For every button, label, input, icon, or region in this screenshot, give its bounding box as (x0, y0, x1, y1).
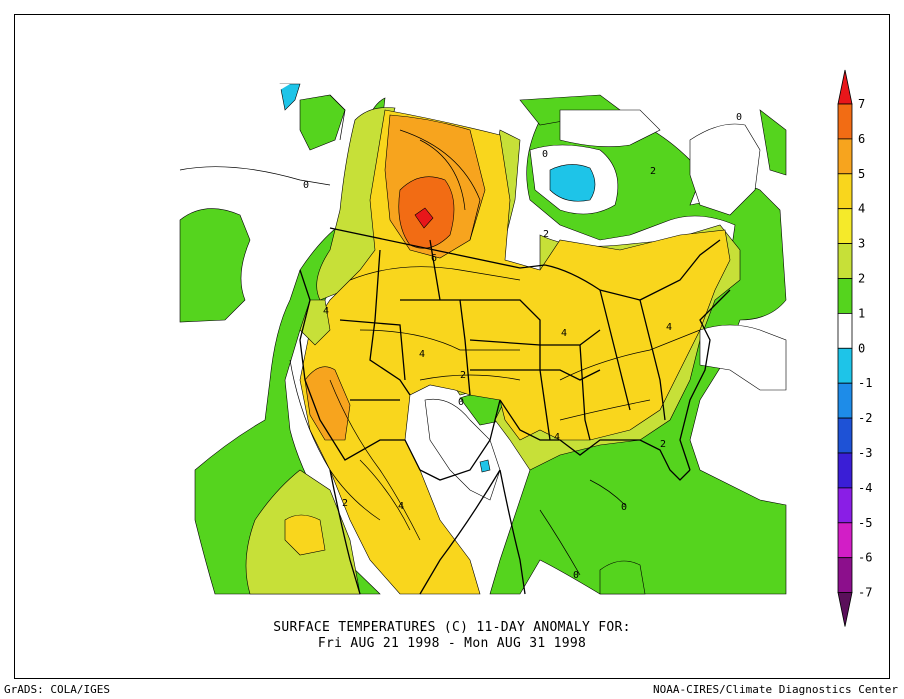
contour-label: 0 (542, 149, 548, 160)
contour-label: 0 (458, 397, 464, 408)
contour-label: 4 (554, 432, 560, 443)
colorbar-segment (837, 278, 853, 314)
color-legend: 7 6 5 4 3 2 1 0 -1 -2 -3 -4 -5 -6 -7 (837, 69, 872, 627)
colorbar-segment (837, 138, 853, 175)
colorbar-segment (837, 487, 853, 524)
contour-label: 4 (398, 501, 404, 512)
contour-label: 4 (419, 349, 425, 360)
contour-label: 0 (573, 570, 579, 581)
colorbar-segment (837, 522, 853, 559)
colorbar-segment (837, 557, 853, 594)
contour-label: 2 (460, 370, 466, 381)
colorbar-label: 2 (858, 272, 865, 286)
map-title-line1: SURFACE TEMPERATURES (C) 11-DAY ANOMALY … (273, 620, 631, 635)
map-title-line2: Fri AUG 21 1998 - Mon AUG 31 1998 (317, 636, 587, 651)
colorbar-segment (837, 452, 853, 489)
colorbar-label: -3 (858, 446, 872, 460)
colorbar-label: -2 (858, 411, 872, 425)
contour-label: 4 (323, 306, 329, 317)
contour-label: 2 (650, 166, 656, 177)
colorbar-label: 1 (858, 306, 865, 320)
contour-label: 0 (621, 502, 627, 513)
colorbar-label: -6 (858, 551, 872, 565)
contour-label: 0 (303, 180, 309, 191)
colorbar-label: 5 (858, 167, 865, 181)
contour-label-group: 6 4 4 4 4 4 4 2 2 2 2 2 0 0 0 0 0 0 (303, 112, 742, 581)
colorbar-label: -1 (858, 376, 872, 390)
colorbar-label: 7 (858, 97, 865, 111)
map-mask (180, 84, 290, 160)
colorbar-segment (837, 243, 853, 279)
footer-credit-right: NOAA-CIRES/Climate Diagnostics Center (652, 683, 898, 696)
colorbar-segment (837, 347, 853, 384)
anomaly-zone-7 (414, 207, 434, 229)
contour-label: 0 (736, 112, 742, 123)
contour-label: 2 (342, 498, 348, 509)
colorbar-label: 0 (858, 341, 865, 355)
colorbar-segment (837, 312, 853, 349)
colorbar-label: 4 (858, 202, 865, 216)
colorbar-segment (837, 208, 853, 244)
anomaly-zone-1-2 (179, 94, 787, 595)
colorbar-label: -4 (858, 481, 872, 495)
colorbar-label: -5 (858, 516, 872, 530)
colorbar-segment (837, 382, 853, 419)
contour-label: 2 (660, 439, 666, 450)
colorbar-top-arrow (837, 69, 853, 105)
colorbar-segment (837, 173, 853, 210)
colorbar-label: 6 (858, 132, 865, 146)
colorbar-segment (837, 103, 853, 140)
colorbar-label: 3 (858, 237, 865, 251)
contour-lines (179, 94, 701, 576)
contour-label: 2 (543, 229, 549, 240)
colorbar-bottom-arrow (837, 592, 853, 627)
anomaly-zone-minus-1 (279, 83, 596, 473)
contour-label: 4 (561, 328, 567, 339)
contour-label: 4 (666, 322, 672, 333)
plot-frame (14, 14, 890, 679)
footer-credit-left: GrADS: COLA/IGES (4, 683, 110, 696)
contour-label: 6 (431, 253, 437, 264)
political-boundaries (299, 227, 731, 595)
colorbar-segment (837, 417, 853, 454)
colorbar-label: -7 (858, 586, 872, 600)
